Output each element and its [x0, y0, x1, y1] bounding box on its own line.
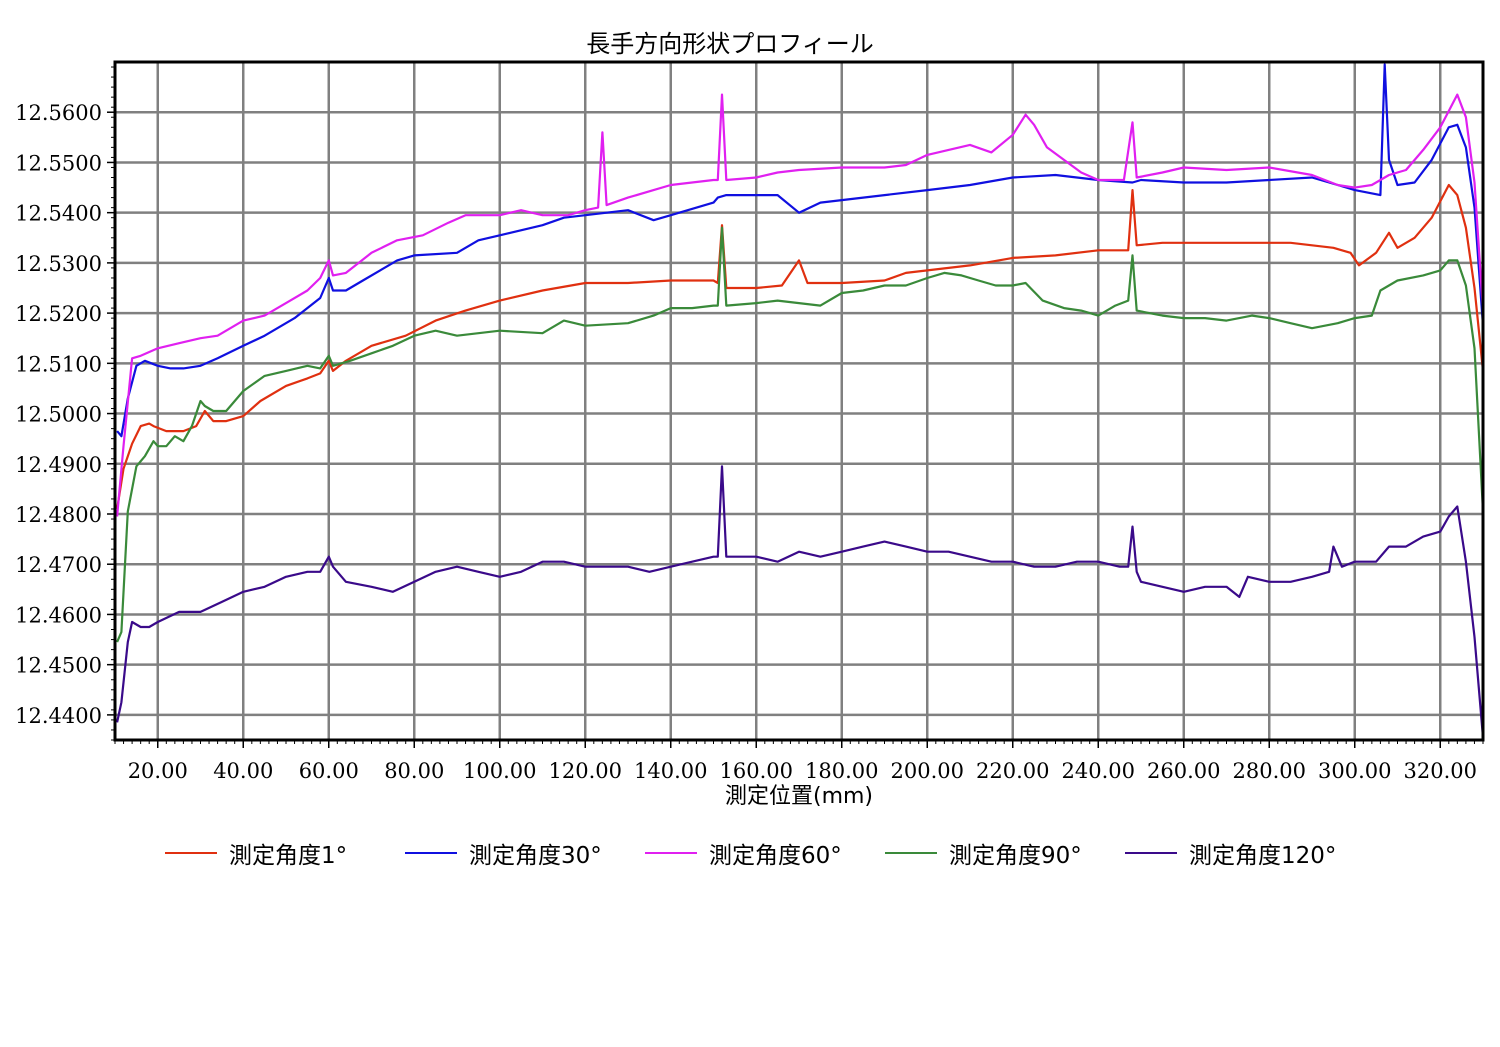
- legend-swatch: [1125, 852, 1177, 854]
- legend-item-1: 測定角度1°: [165, 836, 405, 870]
- legend-swatch: [405, 852, 457, 854]
- legend-label: 測定角度1°: [229, 843, 348, 869]
- series-line-1: [116, 183, 1485, 510]
- legend-label: 測定角度120°: [1189, 843, 1337, 869]
- legend-label: 測定角度30°: [469, 843, 602, 869]
- y-tick-label: 12.5100: [15, 352, 102, 376]
- x-tick-label: 180.00: [805, 759, 878, 783]
- y-tick-label: 12.5300: [15, 252, 102, 276]
- legend-swatch: [645, 852, 697, 854]
- x-tick-label: 160.00: [720, 759, 793, 783]
- y-tick-label: 12.4700: [15, 553, 102, 577]
- x-tick-label: 280.00: [1233, 759, 1306, 783]
- x-tick-label: 100.00: [463, 759, 536, 783]
- legend: 測定角度1° 測定角度30° 測定角度60° 測定角度90° 測定角度120°: [165, 836, 1365, 870]
- x-tick-label: 320.00: [1404, 759, 1477, 783]
- x-tick-label: 120.00: [549, 759, 622, 783]
- y-tick-label: 12.5600: [15, 101, 102, 125]
- series-line-4: [116, 226, 1485, 643]
- chart-title: 長手方向形状プロフィール: [586, 30, 874, 58]
- series-line-2: [116, 63, 1485, 438]
- y-tick-label: 12.5500: [15, 151, 102, 175]
- x-tick-label: 80.00: [384, 759, 444, 783]
- series-lines: [116, 63, 1485, 738]
- x-tick-label: 140.00: [634, 759, 707, 783]
- x-tick-label: 300.00: [1318, 759, 1391, 783]
- y-tick-label: 12.4600: [15, 603, 102, 627]
- y-tick-label: 12.4500: [15, 654, 102, 678]
- series-line-3: [116, 93, 1485, 517]
- legend-item-3: 測定角度60°: [645, 836, 885, 870]
- legend-item-5: 測定角度120°: [1125, 836, 1365, 870]
- y-tick-label: 12.4800: [15, 503, 102, 527]
- x-tick-label: 60.00: [299, 759, 359, 783]
- axis-ticks: 20.00 40.00 60.00 80.00 100.00 120.00 140.00 16…: [15, 66, 1484, 783]
- legend-label: 測定角度90°: [949, 843, 1082, 869]
- series-line-5: [116, 465, 1485, 738]
- legend-swatch: [885, 852, 937, 854]
- x-tick-label: 20.00: [128, 759, 188, 783]
- x-tick-label: 200.00: [891, 759, 964, 783]
- x-tick-label: 260.00: [1147, 759, 1220, 783]
- x-axis-title: 測定位置(mm): [725, 784, 873, 809]
- legend-swatch: [165, 852, 217, 854]
- y-tick-label: 12.4900: [15, 453, 102, 477]
- y-tick-label: 12.4400: [15, 704, 102, 728]
- legend-label: 測定角度60°: [709, 843, 842, 869]
- x-tick-label: 240.00: [1062, 759, 1135, 783]
- x-tick-label: 40.00: [213, 759, 273, 783]
- legend-item-2: 測定角度30°: [405, 836, 645, 870]
- y-tick-label: 12.5200: [15, 302, 102, 326]
- x-tick-label: 220.00: [976, 759, 1049, 783]
- plot-frame: [113, 60, 1485, 742]
- grid-lines: [115, 62, 1483, 740]
- y-tick-label: 12.5000: [15, 403, 102, 427]
- legend-item-4: 測定角度90°: [885, 836, 1125, 870]
- y-tick-label: 12.5400: [15, 202, 102, 226]
